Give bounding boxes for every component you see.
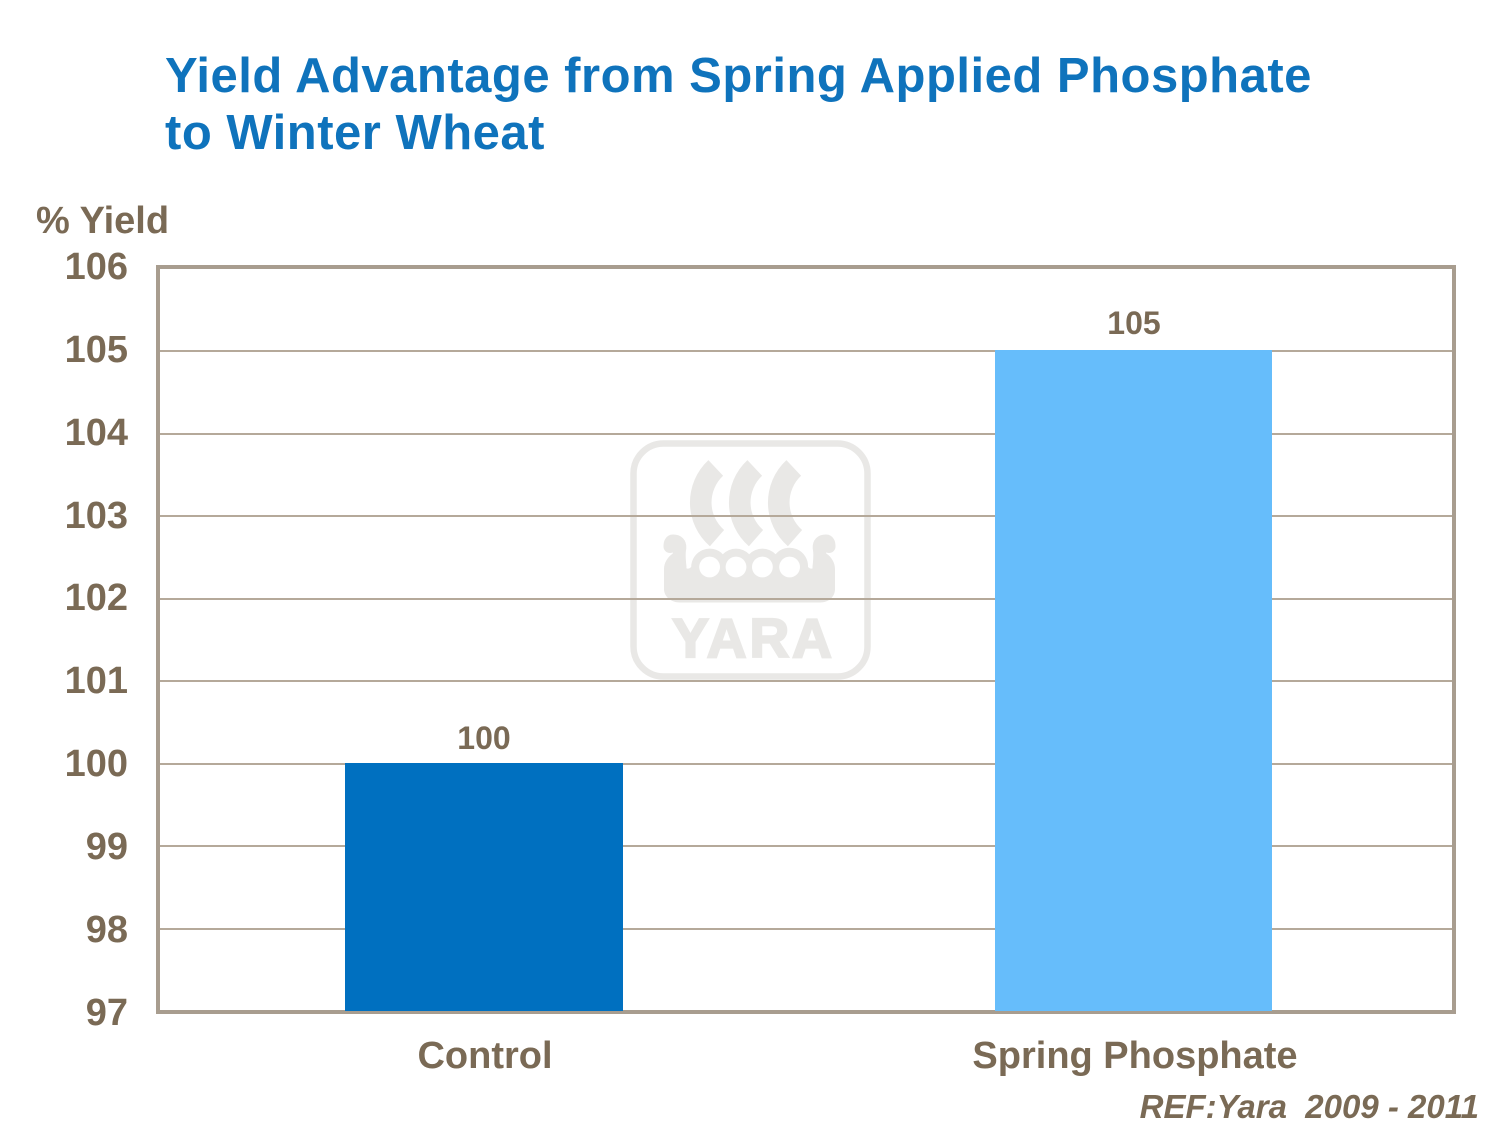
svg-text:YARA: YARA — [672, 607, 835, 669]
